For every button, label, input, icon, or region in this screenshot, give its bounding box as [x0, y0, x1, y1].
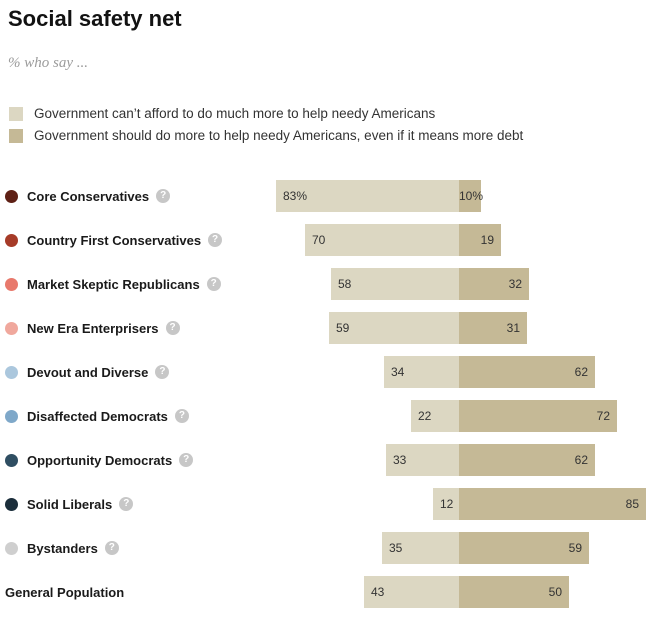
bar-should-do-more: 31 [459, 312, 527, 344]
legend: Government can’t afford to do much more … [9, 107, 523, 151]
group-dot-icon [5, 277, 18, 291]
help-icon[interactable]: ? [179, 453, 194, 467]
group-dot-icon [5, 453, 18, 467]
category-label-cell: Core Conservatives? [5, 180, 171, 212]
category-label: Opportunity Democrats [27, 452, 173, 468]
legend-swatch-cant-afford [9, 107, 23, 121]
chart-row: Solid Liberals? 12 85 [0, 488, 654, 532]
chart-title: Social safety net [8, 6, 182, 31]
bar-should-do-more: 10% [459, 180, 483, 212]
bar-cant-afford: 22 [411, 400, 459, 432]
chart-row: Market Skeptic Republicans? 58 32 [0, 268, 654, 312]
chart-row: New Era Enterprisers? 59 31 [0, 312, 654, 356]
help-icon[interactable]: ? [206, 277, 221, 291]
category-label: New Era Enterprisers [27, 320, 159, 336]
legend-item-cant-afford: Government can’t afford to do much more … [9, 107, 523, 121]
chart-row: Bystanders? 35 59 [0, 532, 654, 576]
bar-should-do-more: 19 [459, 224, 501, 256]
bar-should-do-more: 72 [459, 400, 617, 432]
group-dot-icon [5, 365, 18, 379]
category-label-cell: Disaffected Democrats? [5, 400, 189, 432]
category-label: Market Skeptic Republicans [27, 276, 200, 292]
chart-row: Devout and Diverse? 34 62 [0, 356, 654, 400]
help-icon[interactable]: ? [104, 541, 119, 555]
category-label: Bystanders [27, 540, 98, 556]
group-dot-icon [5, 321, 18, 335]
bar-cant-afford: 59 [329, 312, 459, 344]
bar-should-do-more: 62 [459, 444, 595, 476]
category-label-cell: Solid Liberals? [5, 488, 134, 520]
chart-row: Core Conservatives? 83% 10% [0, 180, 654, 224]
bar-should-do-more: 59 [459, 532, 589, 564]
help-icon[interactable]: ? [119, 497, 134, 511]
legend-label-cant-afford: Government can’t afford to do much more … [34, 106, 436, 121]
bar-cant-afford: 70 [305, 224, 459, 256]
legend-label-should-do-more: Government should do more to help needy … [34, 128, 524, 143]
legend-swatch-should-do-more [9, 129, 23, 143]
category-label-cell: New Era Enterprisers? [5, 312, 180, 344]
help-icon[interactable]: ? [174, 409, 189, 423]
category-label-cell: General Population [5, 576, 124, 608]
bar-cant-afford: 35 [382, 532, 459, 564]
category-label: Disaffected Democrats [27, 408, 168, 424]
chart-row: Country First Conservatives? 70 19 [0, 224, 654, 268]
bar-cant-afford: 33 [386, 444, 459, 476]
chart-row: General Population 43 50 [0, 576, 654, 620]
chart-row: Opportunity Democrats? 33 62 [0, 444, 654, 488]
group-dot-icon [5, 189, 18, 203]
category-label-cell: Bystanders? [5, 532, 119, 564]
group-dot-icon [5, 233, 18, 247]
category-label: Devout and Diverse [27, 364, 149, 380]
category-label-cell: Opportunity Democrats? [5, 444, 194, 476]
bar-should-do-more: 32 [459, 268, 529, 300]
bar-should-do-more: 85 [459, 488, 646, 520]
chart-subtitle: % who say ... [8, 55, 88, 71]
legend-item-should-do-more: Government should do more to help needy … [9, 129, 523, 143]
help-icon[interactable]: ? [156, 189, 171, 203]
bar-cant-afford: 34 [384, 356, 459, 388]
group-dot-icon [5, 541, 18, 555]
bar-should-do-more: 50 [459, 576, 569, 608]
group-dot-icon [5, 409, 18, 423]
bar-cant-afford: 58 [331, 268, 459, 300]
help-icon[interactable]: ? [165, 321, 180, 335]
category-label: Country First Conservatives [27, 232, 202, 248]
bar-cant-afford: 12 [433, 488, 459, 520]
category-label: General Population [5, 584, 125, 600]
bars-area: Core Conservatives? 83% 10% Country First C… [0, 180, 654, 620]
category-label: Core Conservatives [27, 188, 150, 204]
help-icon[interactable]: ? [155, 365, 170, 379]
category-label-cell: Devout and Diverse? [5, 356, 170, 388]
bar-cant-afford: 43 [364, 576, 459, 608]
bar-should-do-more: 62 [459, 356, 595, 388]
category-label-cell: Country First Conservatives? [5, 224, 223, 256]
help-icon[interactable]: ? [208, 233, 223, 247]
category-label: Solid Liberals [27, 496, 113, 512]
category-label-cell: Market Skeptic Republicans? [5, 268, 221, 300]
chart-row: Disaffected Democrats? 22 72 [0, 400, 654, 444]
group-dot-icon [5, 497, 18, 511]
bar-cant-afford: 83% [276, 180, 459, 212]
